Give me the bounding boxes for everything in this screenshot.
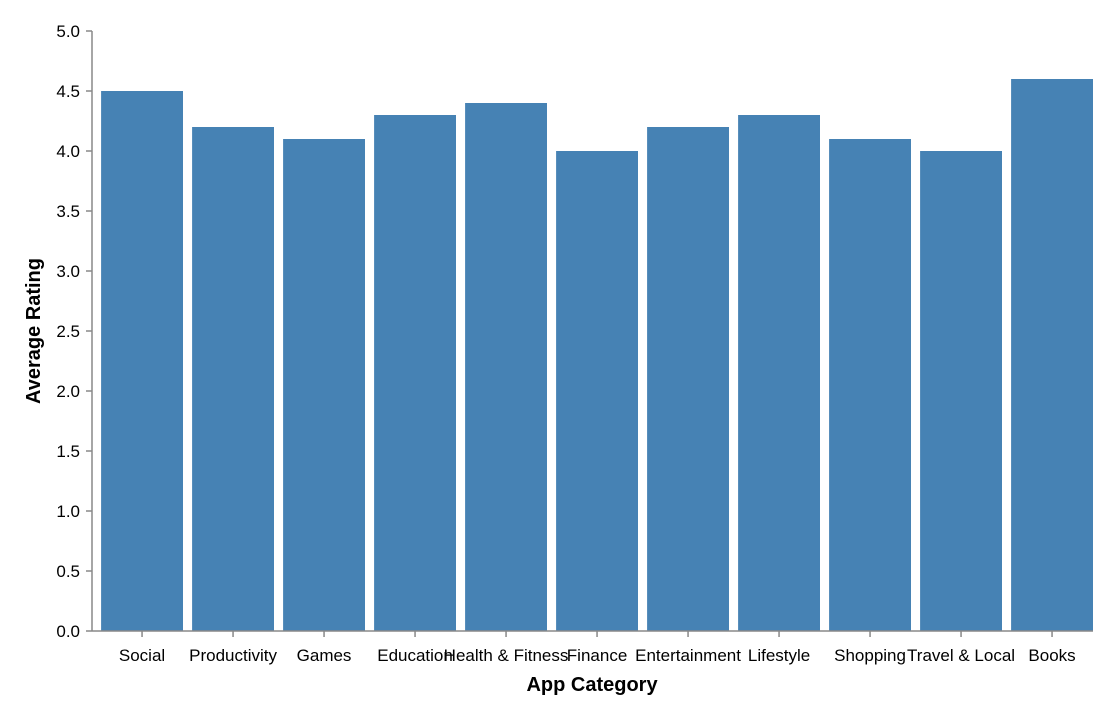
- bar-games: [283, 139, 365, 631]
- x-tick-label-shopping: Shopping: [834, 646, 906, 665]
- y-tick-label-5-0: 5.0: [56, 22, 80, 41]
- bar-productivity: [192, 127, 274, 631]
- y-tick-label-2-0: 2.0: [56, 382, 80, 401]
- x-tick-label-games: Games: [297, 646, 352, 665]
- x-tick-label-social: Social: [119, 646, 165, 665]
- y-tick-label-1-0: 1.0: [56, 502, 80, 521]
- x-tick-label-finance: Finance: [567, 646, 627, 665]
- x-tick-label-entertainment: Entertainment: [635, 646, 741, 665]
- y-tick-label-3-0: 3.0: [56, 262, 80, 281]
- bar-entertainment: [647, 127, 729, 631]
- bar-shopping: [829, 139, 911, 631]
- x-tick-label-lifestyle: Lifestyle: [748, 646, 810, 665]
- x-tick-label-education: Education: [377, 646, 453, 665]
- y-tick-label-1-5: 1.5: [56, 442, 80, 461]
- bar-education: [374, 115, 456, 631]
- bar-health-fitness: [465, 103, 547, 631]
- bar-travel-local: [920, 151, 1002, 631]
- y-tick-label-0-5: 0.5: [56, 562, 80, 581]
- y-tick-label-4-5: 4.5: [56, 82, 80, 101]
- y-axis: 0.0 0.5 1.0 1.5 2.0 2.5 3.0 3.5 4.0 4.5 5.0: [56, 22, 93, 641]
- x-tick-label-books: Books: [1028, 646, 1075, 665]
- bars-group: [101, 79, 1093, 631]
- x-tick-label-health-fitness: Health & Fitness: [444, 646, 569, 665]
- x-tick-label-productivity: Productivity: [189, 646, 277, 665]
- bar-finance: [556, 151, 638, 631]
- y-tick-label-0-0: 0.0: [56, 622, 80, 641]
- y-tick-label-3-5: 3.5: [56, 202, 80, 221]
- y-axis-title: Average Rating: [23, 258, 45, 404]
- bar-social: [101, 91, 183, 631]
- x-axis-title: App Category: [526, 674, 658, 696]
- y-tick-label-2-5: 2.5: [56, 322, 80, 341]
- y-tick-label-4-0: 4.0: [56, 142, 80, 161]
- bar-lifestyle: [738, 115, 820, 631]
- x-tick-label-travel-local: Travel & Local: [907, 646, 1015, 665]
- bar-books: [1011, 79, 1093, 631]
